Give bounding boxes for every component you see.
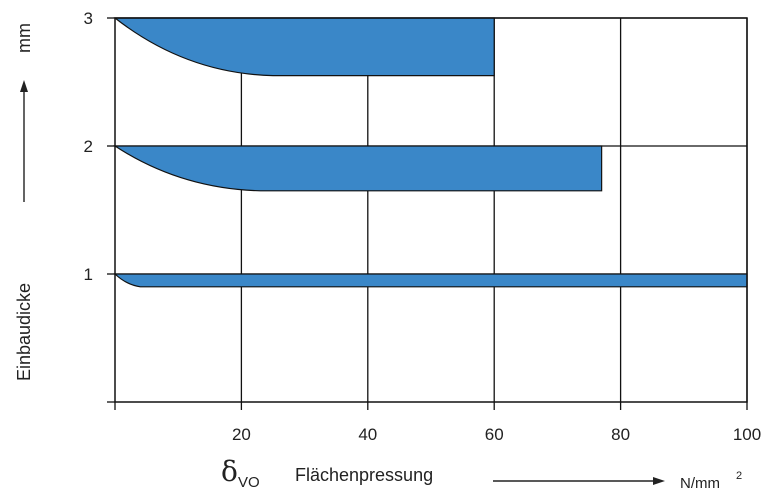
x-axis-unit: N/mm xyxy=(680,475,720,492)
x-tick-label: 60 xyxy=(485,425,504,444)
plot-frame xyxy=(114,17,748,403)
x-axis-unit-superscript: 2 xyxy=(736,470,742,482)
bands xyxy=(112,17,748,288)
x-axis-symbol: δ xyxy=(221,455,238,488)
y-tick-label: 3 xyxy=(84,9,93,28)
y-axis-unit: mm xyxy=(14,23,34,53)
y-tick-label: 2 xyxy=(84,137,93,156)
band-2 xyxy=(112,145,603,192)
band-3 xyxy=(113,17,495,77)
frame-rect xyxy=(114,17,748,403)
x-tick-label: 40 xyxy=(358,425,377,444)
y-tick-label: 1 xyxy=(84,265,93,284)
x-tick-label: 80 xyxy=(611,425,630,444)
x-tick-label: 20 xyxy=(232,425,251,444)
ticks: 20 40 60 80 100 1 2 3 xyxy=(84,9,762,444)
x-axis-symbol-subscript: VO xyxy=(238,474,260,491)
y-axis-arrow-head xyxy=(20,80,28,92)
x-axis-label: Flächenpressung xyxy=(295,465,433,485)
y-axis-label: Einbaudicke xyxy=(14,283,34,381)
x-axis-arrow-head xyxy=(653,477,665,485)
x-tick-label: 100 xyxy=(733,425,761,444)
band-1 xyxy=(113,273,748,288)
